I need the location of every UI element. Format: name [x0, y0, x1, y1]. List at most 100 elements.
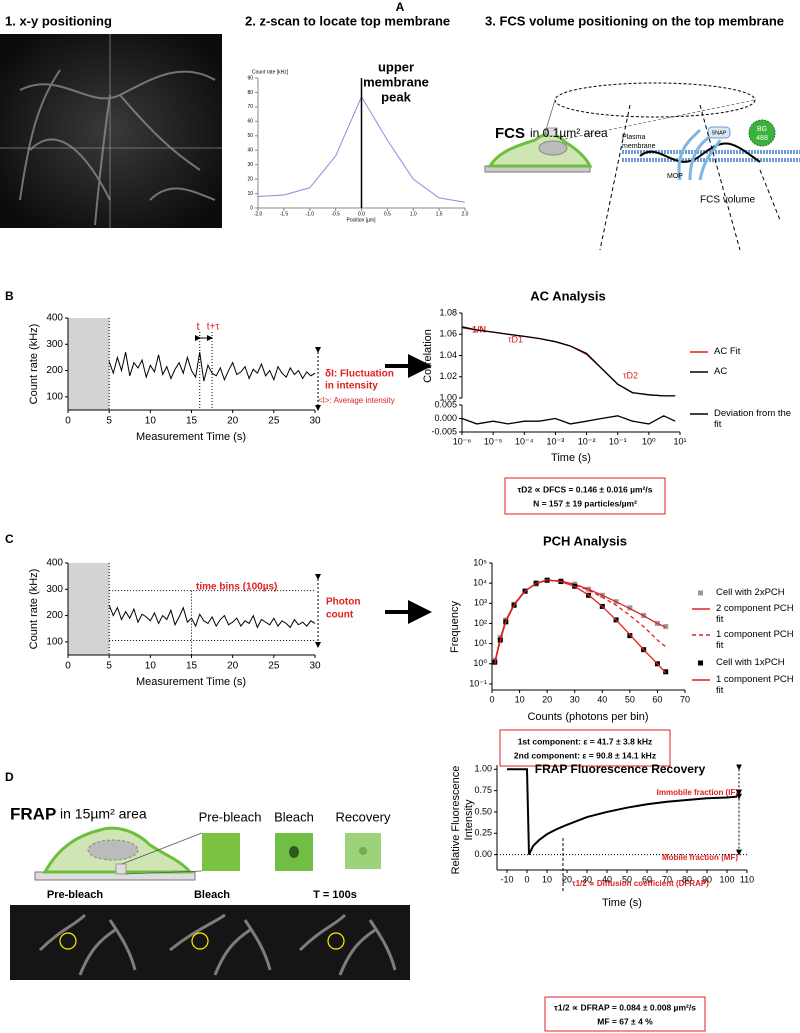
x-tick-label: 80: [682, 874, 692, 884]
panel-label: A: [396, 0, 405, 14]
y-tick-label: 50: [247, 133, 253, 139]
x-tick-label: 20: [227, 416, 239, 427]
series-line: [461, 415, 676, 425]
frap-heading: FRAP: [10, 804, 56, 823]
y-tick-label: 1.00: [439, 392, 457, 402]
x-tick-label: 100: [719, 874, 734, 884]
y-tick-label: 0.00: [474, 849, 492, 859]
x-axis-label: Position [µm]: [346, 217, 376, 223]
annotation: peak: [381, 89, 411, 104]
y-tick-label: 1.04: [439, 350, 457, 360]
x-tick-label: -0.5: [331, 211, 340, 217]
y-tick-label: 10⁰: [473, 658, 487, 668]
x-tick-label: 20: [542, 694, 552, 704]
x-tick-label: 90: [702, 874, 712, 884]
x-tick-label: -10: [500, 874, 513, 884]
xy-image: [0, 34, 222, 228]
diagram-label: BG: [757, 126, 767, 133]
x-axis-label: Measurement Time (s): [136, 676, 246, 688]
annotation: in intensity: [325, 381, 378, 392]
annotation: δI: Fluctuation: [325, 369, 394, 380]
x-tick-label: 50: [622, 874, 632, 884]
y-tick-label: 10¹: [474, 638, 487, 648]
x-tick-label: 10⁻⁶: [453, 436, 472, 446]
result-text: N = 157 ± 19 particles/µm²: [533, 498, 637, 508]
y-tick-label: 10⁻¹: [469, 678, 487, 688]
y-tick-label: 90: [247, 75, 253, 81]
image-label: Pre-bleach: [47, 889, 104, 901]
x-tick-label: 10⁻²: [578, 436, 596, 446]
x-tick-label: -1.0: [305, 211, 314, 217]
result-text: τD2 ∝ DFCS = 0.146 ± 0.016 µm²/s: [518, 484, 653, 494]
frap-diagram: [10, 826, 410, 980]
x-tick-label: 15: [186, 416, 198, 427]
x-axis-label: Measurement Time (s): [136, 431, 246, 443]
x-tick-label: 1.0: [410, 211, 417, 217]
x-tick-label: 0: [489, 694, 494, 704]
y-tick-label: 10³: [474, 598, 487, 608]
legend-label: 1 component PCH fit: [716, 674, 794, 696]
y-tick-label: 200: [46, 365, 63, 376]
y-tick-label: 400: [46, 558, 63, 569]
x-tick-label: 110: [740, 874, 754, 884]
y-tick-label: 400: [46, 313, 63, 324]
panel-title: 2. z-scan to locate top membrane: [245, 13, 450, 28]
annotation: t: [196, 321, 199, 333]
x-tick-label: 30: [309, 661, 321, 672]
y-axis-label: Count rate (kHz): [28, 569, 40, 650]
annotation: τ1/2 ∝ Diffusion coefficient (DFRAP): [572, 879, 709, 888]
x-tick-label: 10⁻⁵: [484, 436, 503, 446]
y-tick-label: 30: [247, 162, 253, 168]
shaded-region: [68, 318, 110, 410]
y-tick-label: 10⁴: [473, 578, 487, 588]
y-tick-label: 0.000: [434, 413, 457, 423]
x-tick-label: 20: [227, 661, 239, 672]
x-tick-label: 10⁻⁴: [515, 436, 534, 446]
x-tick-label: 30: [309, 416, 321, 427]
x-tick-label: 70: [680, 694, 690, 704]
x-tick-label: 0: [65, 661, 71, 672]
x-axis-label: Counts (photons per bin): [527, 711, 648, 723]
series-marker: [663, 669, 669, 675]
y-tick-label: 200: [46, 610, 63, 621]
result-box: [504, 477, 666, 515]
x-tick-label: 10⁻¹: [609, 436, 627, 446]
annotation: Photon: [326, 597, 360, 608]
chart-title: AC Analysis: [530, 288, 605, 303]
annotation: τD2: [623, 370, 638, 380]
y-axis-label: Relative Fluorescence: [450, 766, 462, 875]
y-tick-label: 70: [247, 104, 253, 110]
y-tick-label: 10⁵: [473, 557, 487, 567]
x-tick-label: 10⁻³: [547, 436, 565, 446]
y-tick-label: 20: [247, 176, 253, 182]
result-text: 1st component: ε = 41.7 ± 3.8 kHz: [518, 736, 653, 746]
chart-title: FRAP Fluorescence Recovery: [535, 762, 706, 776]
y-tick-label: 80: [247, 90, 253, 96]
y-tick-label: -0.005: [431, 426, 457, 436]
legend-label: AC Fit: [714, 346, 741, 357]
x-tick-label: 50: [625, 694, 635, 704]
x-tick-label: 0: [65, 416, 71, 427]
fcs-heading: FCS: [495, 125, 525, 142]
x-tick-label: 5: [106, 661, 112, 672]
x-tick-label: 5: [106, 416, 112, 427]
annotation: Immobile fraction (IF): [657, 788, 739, 797]
series-marker: [627, 605, 633, 611]
y-axis-label: Intensity: [463, 799, 475, 840]
y-axis-label: Count rate (kHz): [28, 324, 40, 405]
y-tick-label: 40: [247, 148, 253, 154]
x-tick-label: 10: [542, 874, 552, 884]
x-tick-label: 0.5: [384, 211, 391, 217]
y-tick-label: 1.06: [439, 329, 457, 339]
x-tick-label: 20: [562, 874, 572, 884]
y-tick-label: 0: [250, 205, 253, 211]
panel-title: 3. FCS volume positioning on the top mem…: [485, 13, 784, 28]
x-tick-label: 0: [524, 874, 529, 884]
result-box: [544, 996, 706, 1032]
x-tick-label: -1.5: [280, 211, 289, 217]
series-marker: [627, 633, 633, 639]
legend-label: Cell with 1xPCH: [716, 657, 785, 668]
x-tick-label: 10¹: [673, 436, 686, 446]
legend-marker: [698, 660, 703, 666]
